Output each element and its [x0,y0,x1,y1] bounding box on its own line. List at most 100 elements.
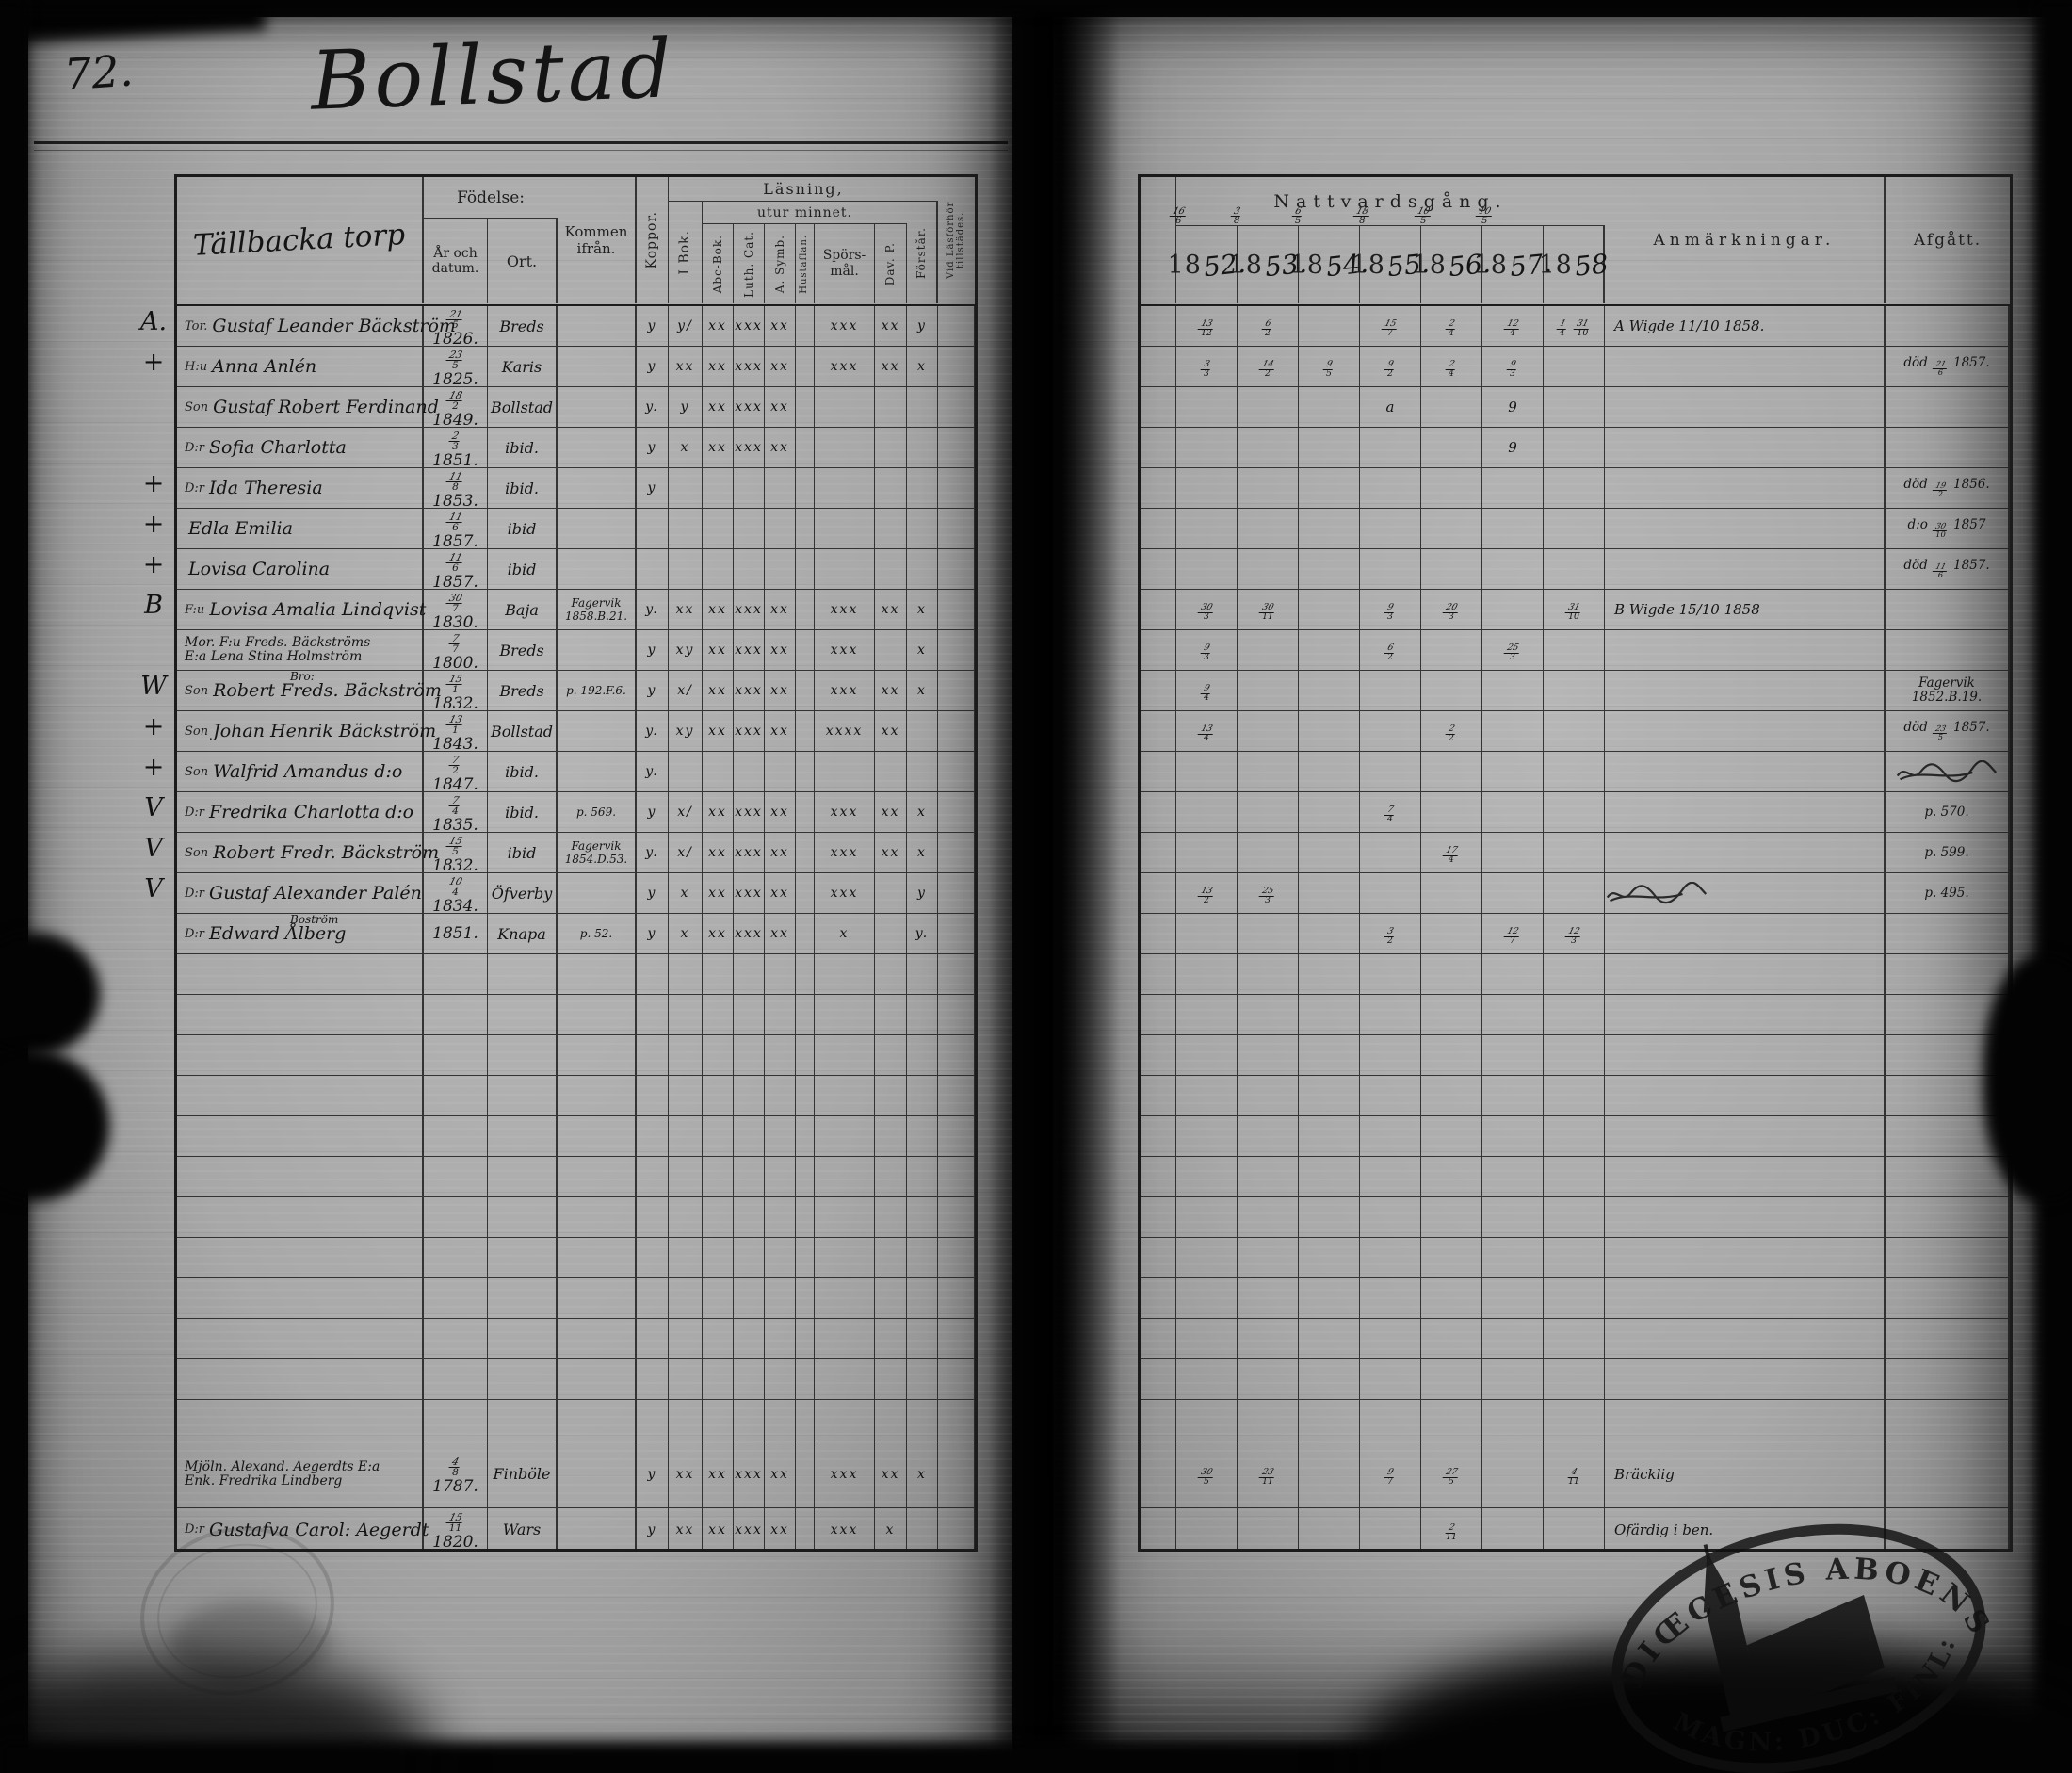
span: 9 [1508,399,1517,415]
span: 20 3 [1442,597,1461,622]
cell-birthdate: 21 5 1826. [424,306,488,349]
cell-origin: Bollstad [488,711,558,751]
cell-origin [488,1319,558,1358]
cell-communion-date [1299,428,1360,467]
fr-el: 23 5 [445,350,465,370]
fn-el: 3 [1384,926,1397,938]
cell-communion-date [1176,1400,1238,1440]
cell-reading-mark [703,1157,734,1196]
cell-reading-mark [875,1157,907,1196]
cell-reading-mark: y [637,468,669,508]
cell-reading-mark [815,1359,875,1399]
span: 5 [1326,368,1332,380]
cell-reading-mark [907,1238,938,1277]
cell-communion-date [1299,833,1360,872]
span: 25 3 [1258,881,1277,905]
cell-reading-mark: x/ [669,792,703,832]
edge-shadow-top [0,0,2072,11]
cell-communion-date [1544,1359,1605,1399]
cell-communion-date [1176,549,1238,589]
cell-from-reference [558,873,637,913]
fn-el: 14 [1258,359,1277,371]
fn-el: 16 [1169,206,1189,217]
cell-communion-date [1176,387,1238,427]
cell-reading-mark [734,1197,765,1237]
cell-right-margin [1141,954,1176,994]
fn-el: 9 [1200,683,1213,695]
table-row: Son Robert Fredr. Bäckström 15 5 1832. ibid F… [177,833,975,875]
cell-reading-mark [637,1035,669,1075]
cell-reading-mark: x [875,1508,907,1551]
cell-reading-mark: x [669,914,703,953]
year-header: 18 56. [1413,226,1492,303]
cell-birthdate [424,1035,488,1075]
cell-reading-mark [938,752,975,791]
span: Finböle [493,1465,551,1483]
cell-origin: Wars [488,1508,558,1551]
cell-reading-mark [669,509,703,548]
cell-communion-date: 20 3 [1421,590,1482,629]
span: 15 5 1832. [432,835,478,875]
cell-reading-mark: xx [669,590,703,629]
cell-reading-mark [815,428,875,467]
cell-communion-date [1360,995,1421,1034]
cell-communion-date [1176,914,1238,953]
span: 2 [452,764,459,776]
cell-communion-date [1544,1197,1605,1237]
cell-reading-mark [796,590,815,629]
cell-departed [1886,1508,2010,1551]
cell-origin: Karis [488,347,558,386]
cell-communion-date [1360,752,1421,791]
cell-name: Tor. Gustaf Leander Bäckström [177,306,456,346]
cell-reading-mark: xxx [815,347,875,386]
cell-note [1605,1359,1886,1399]
cell-reading-mark [796,1278,815,1318]
cell-communion-date [1421,1278,1482,1318]
cell-birthdate [424,1359,488,1399]
fn-el: 7 [448,633,462,644]
span: 9 [1508,439,1517,456]
fn-el: 9 [1322,359,1335,371]
cell-reading-mark [796,428,815,467]
table-row [177,1035,975,1076]
cell-reading-mark: xxx [734,428,765,467]
span: 3 [1510,652,1515,663]
margin-mark: V [144,793,163,822]
cell-reading-mark [938,1359,975,1399]
cell-reading-mark [875,630,907,670]
span: 27 5 [1442,1461,1461,1486]
cell-birthdate: 10 4 1834. [424,873,488,916]
cell-communion-date [1176,1319,1238,1358]
cell-reading-mark [875,468,907,508]
cell-reading-mark [796,711,815,751]
cell-from-reference [558,347,637,386]
cell-name: D:r Fredrika Charlotta d:o [177,792,424,832]
cell-reading-mark [938,833,975,872]
cell-reading-mark [938,711,975,751]
cell-reading-mark [703,1400,734,1440]
cell-departed: d:o 30 10 1857 [1886,509,2010,548]
cell-communion-date [1299,1319,1360,1358]
right-table-body: 13 12 6 2 15 7 2 4 12 4 1 4 31 10 A Wigde 11/10 1858.… [1141,306,2010,1552]
hw-el: D:r [185,886,205,901]
cell-reading-mark: xx [703,590,734,629]
cell-origin [488,1238,558,1277]
span: 31 10 [1564,597,1583,622]
cell-origin: Knapa [488,914,558,953]
cell-reading-mark [938,306,975,346]
cell-reading-mark [815,1319,875,1358]
cell-note [1605,1319,1886,1358]
margin-mark: + [142,712,165,741]
cell-name [177,1238,424,1277]
cell-communion-date [1238,1278,1299,1318]
cell-reading-mark: y [637,347,669,386]
cell-communion-date [1176,1116,1238,1156]
cell-communion-date [1482,1238,1544,1277]
span: 7 [1387,1475,1393,1487]
